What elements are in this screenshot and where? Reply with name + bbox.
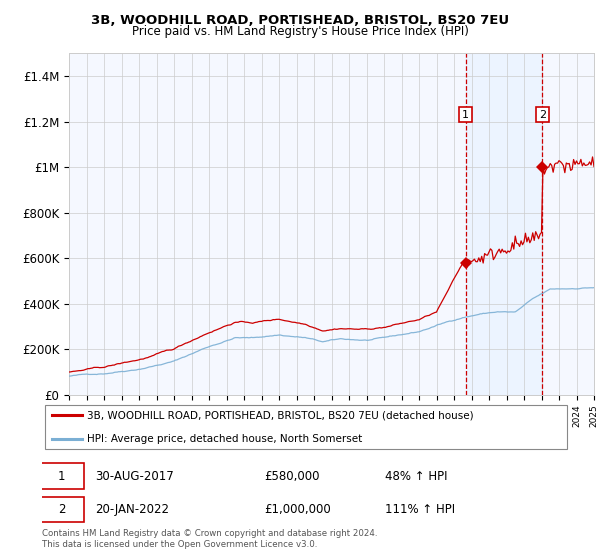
Text: 2: 2 [539, 110, 546, 120]
Text: £1,000,000: £1,000,000 [264, 502, 331, 516]
FancyBboxPatch shape [44, 405, 568, 449]
Text: 1: 1 [462, 110, 469, 120]
Text: Price paid vs. HM Land Registry's House Price Index (HPI): Price paid vs. HM Land Registry's House … [131, 25, 469, 38]
Text: 3B, WOODHILL ROAD, PORTISHEAD, BRISTOL, BS20 7EU (detached house): 3B, WOODHILL ROAD, PORTISHEAD, BRISTOL, … [87, 410, 473, 420]
Text: HPI: Average price, detached house, North Somerset: HPI: Average price, detached house, Nort… [87, 434, 362, 444]
Text: £580,000: £580,000 [264, 469, 319, 483]
Text: 111% ↑ HPI: 111% ↑ HPI [385, 502, 455, 516]
FancyBboxPatch shape [40, 497, 84, 521]
FancyBboxPatch shape [40, 464, 84, 488]
Text: 3B, WOODHILL ROAD, PORTISHEAD, BRISTOL, BS20 7EU: 3B, WOODHILL ROAD, PORTISHEAD, BRISTOL, … [91, 14, 509, 27]
Text: 48% ↑ HPI: 48% ↑ HPI [385, 469, 448, 483]
Bar [466, 53, 542, 395]
Text: 2: 2 [58, 502, 65, 516]
Text: Contains HM Land Registry data © Crown copyright and database right 2024.
This d: Contains HM Land Registry data © Crown c… [42, 529, 377, 549]
Text: 1: 1 [58, 469, 65, 483]
Text: 20-JAN-2022: 20-JAN-2022 [95, 502, 169, 516]
Text: 30-AUG-2017: 30-AUG-2017 [95, 469, 173, 483]
